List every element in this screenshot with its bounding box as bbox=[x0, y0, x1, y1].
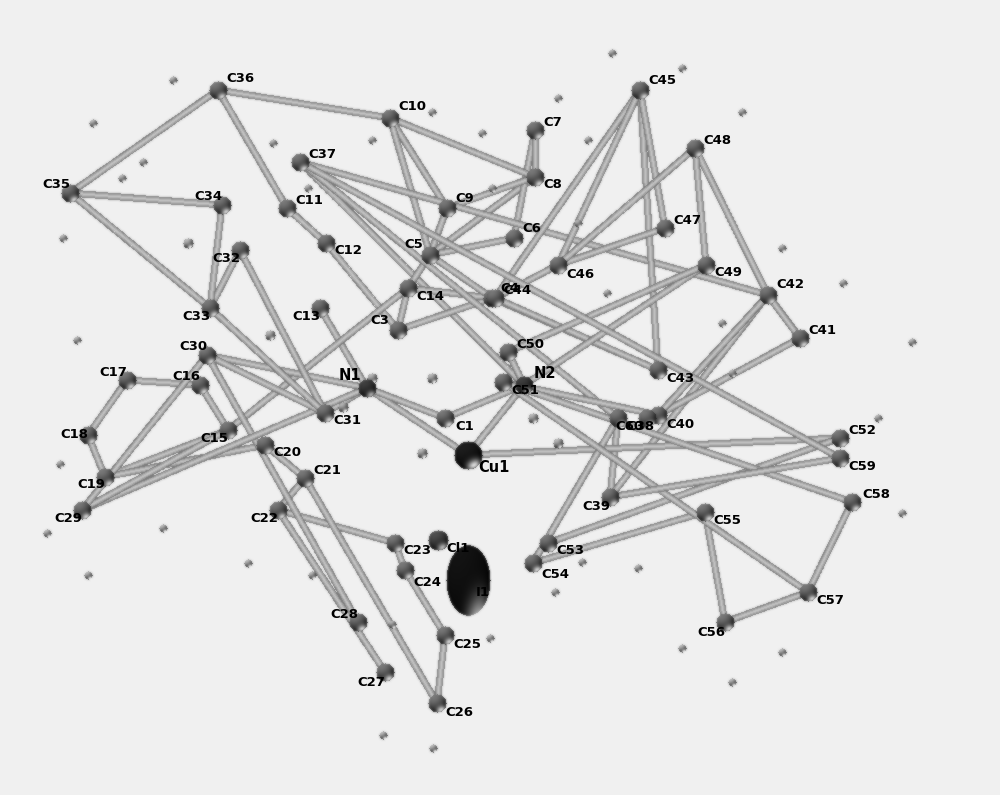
Text: C49: C49 bbox=[714, 266, 742, 280]
Text: C11: C11 bbox=[295, 193, 323, 207]
Text: N2: N2 bbox=[534, 366, 556, 381]
Text: C36: C36 bbox=[226, 72, 254, 84]
Text: C23: C23 bbox=[403, 545, 431, 557]
Text: C8: C8 bbox=[543, 179, 562, 192]
Text: C44: C44 bbox=[503, 284, 531, 297]
Text: C13: C13 bbox=[292, 309, 320, 323]
Text: C29: C29 bbox=[54, 511, 82, 525]
Text: C31: C31 bbox=[333, 414, 361, 428]
Text: C55: C55 bbox=[713, 514, 741, 526]
Text: C18: C18 bbox=[60, 429, 88, 441]
Text: C41: C41 bbox=[808, 324, 836, 336]
Text: C7: C7 bbox=[543, 115, 562, 129]
Text: C30: C30 bbox=[179, 340, 207, 354]
Text: C10: C10 bbox=[398, 99, 426, 113]
Text: C17: C17 bbox=[99, 366, 127, 378]
Text: C60: C60 bbox=[615, 420, 643, 432]
Text: I1: I1 bbox=[476, 585, 490, 599]
Text: C26: C26 bbox=[445, 707, 473, 719]
Text: C9: C9 bbox=[455, 192, 474, 204]
Text: C20: C20 bbox=[273, 447, 301, 460]
Text: C39: C39 bbox=[582, 501, 610, 514]
Text: C59: C59 bbox=[848, 460, 876, 472]
Text: C4: C4 bbox=[500, 281, 519, 294]
Text: C16: C16 bbox=[172, 370, 200, 383]
Text: C48: C48 bbox=[703, 134, 731, 146]
Text: C43: C43 bbox=[666, 371, 694, 385]
Text: C56: C56 bbox=[697, 626, 725, 638]
Text: C57: C57 bbox=[816, 594, 844, 607]
Text: C45: C45 bbox=[648, 73, 676, 87]
Text: C5: C5 bbox=[404, 238, 423, 251]
Text: C3: C3 bbox=[370, 313, 389, 327]
Text: C12: C12 bbox=[334, 245, 362, 258]
Text: C22: C22 bbox=[250, 511, 278, 525]
Text: C24: C24 bbox=[413, 576, 441, 588]
Text: C52: C52 bbox=[848, 424, 876, 436]
Text: C46: C46 bbox=[566, 269, 594, 281]
Text: C35: C35 bbox=[42, 179, 70, 192]
Text: C25: C25 bbox=[453, 638, 481, 651]
Text: C58: C58 bbox=[862, 487, 890, 501]
Text: C34: C34 bbox=[194, 191, 222, 204]
Text: C1: C1 bbox=[455, 420, 474, 432]
Text: C6: C6 bbox=[522, 222, 541, 235]
Text: Cu1: Cu1 bbox=[478, 460, 509, 475]
Text: C15: C15 bbox=[200, 432, 228, 444]
Text: C27: C27 bbox=[357, 676, 385, 688]
Text: C42: C42 bbox=[776, 278, 804, 292]
Text: N1: N1 bbox=[339, 369, 362, 383]
Text: C28: C28 bbox=[330, 607, 358, 621]
Text: C53: C53 bbox=[556, 545, 584, 557]
Text: C14: C14 bbox=[416, 289, 444, 303]
Text: C54: C54 bbox=[541, 568, 569, 581]
Text: C51: C51 bbox=[511, 383, 539, 397]
Text: Cl1: Cl1 bbox=[446, 541, 469, 554]
Text: C40: C40 bbox=[666, 418, 694, 432]
Text: C37: C37 bbox=[308, 148, 336, 161]
Text: C47: C47 bbox=[673, 214, 701, 227]
Text: C19: C19 bbox=[77, 479, 105, 491]
Text: C32: C32 bbox=[212, 251, 240, 265]
Text: C33: C33 bbox=[182, 309, 210, 323]
Text: C21: C21 bbox=[313, 463, 341, 476]
Text: C50: C50 bbox=[516, 338, 544, 351]
Text: C38: C38 bbox=[626, 420, 654, 432]
